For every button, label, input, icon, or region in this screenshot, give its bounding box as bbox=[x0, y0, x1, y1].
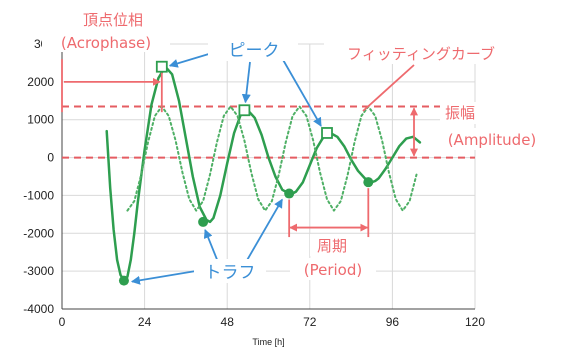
peak-marker bbox=[155, 60, 168, 73]
y-tick-label: 0 bbox=[47, 151, 54, 165]
period-en-label: (Period) bbox=[304, 261, 362, 279]
peak-marker bbox=[238, 104, 251, 117]
y-tick-label: -1000 bbox=[23, 188, 54, 202]
marker-layer bbox=[118, 60, 374, 286]
y-tick-label: -4000 bbox=[23, 302, 54, 316]
acrophase-label: 頂点位相 bbox=[83, 11, 143, 29]
annotation-labels: 頂点位相 (Acrophase) ピーク フィッティングカーブ 振幅 (Ampl… bbox=[42, 11, 552, 283]
peak-label: ピーク bbox=[229, 41, 280, 61]
fitting-curve-label: フィッティングカーブ bbox=[347, 45, 495, 63]
x-axis-title: Time [h] bbox=[252, 337, 284, 347]
trough-marker bbox=[198, 216, 209, 227]
y-tick-label: 1000 bbox=[27, 113, 54, 127]
fitting-curve-pointer bbox=[362, 64, 415, 112]
plot-axes: 300200010000-1000-2000-3000-400002448729… bbox=[23, 37, 485, 347]
acrophase-en-bg bbox=[42, 30, 170, 52]
amplitude-bg bbox=[440, 102, 480, 124]
annotation-arrows bbox=[61, 46, 418, 285]
peak-bg bbox=[208, 37, 298, 61]
trough-marker bbox=[284, 188, 295, 199]
y-tick-label: -3000 bbox=[23, 264, 54, 278]
x-tick-label: 0 bbox=[59, 315, 66, 329]
fitting-curve-bg bbox=[324, 42, 520, 64]
plot-grid bbox=[61, 43, 476, 310]
x-tick-label: 24 bbox=[138, 315, 152, 329]
x-tick-label: 120 bbox=[465, 315, 485, 329]
trough-marker bbox=[363, 177, 374, 188]
y-tick-label: -2000 bbox=[23, 226, 54, 240]
period-en-bg bbox=[290, 258, 376, 280]
trough-arrow bbox=[245, 198, 283, 263]
amplitude-label: 振幅 bbox=[445, 104, 475, 122]
peak-marker bbox=[321, 127, 333, 139]
x-tick-label: 72 bbox=[303, 315, 317, 329]
x-tick-label: 96 bbox=[386, 315, 400, 329]
amplitude-en-label: (Amplitude) bbox=[448, 131, 537, 149]
trough-marker bbox=[118, 275, 129, 286]
period-bg bbox=[310, 234, 354, 256]
y-tick-label: 2000 bbox=[27, 75, 54, 89]
trough-label: トラフ bbox=[205, 263, 256, 283]
peak-arrow bbox=[281, 57, 322, 127]
series-layer bbox=[105, 65, 422, 282]
measured-series bbox=[105, 65, 422, 282]
x-tick-label: 48 bbox=[221, 315, 235, 329]
acrophase-en-label: (Acrophase) bbox=[61, 34, 151, 52]
amplitude-en-bg bbox=[432, 128, 552, 150]
reference-lines bbox=[62, 105, 475, 159]
trough-bg bbox=[194, 259, 266, 283]
period-label: 周期 bbox=[317, 237, 347, 255]
peak-arrow bbox=[241, 61, 251, 104]
trough-arrow bbox=[203, 229, 219, 263]
